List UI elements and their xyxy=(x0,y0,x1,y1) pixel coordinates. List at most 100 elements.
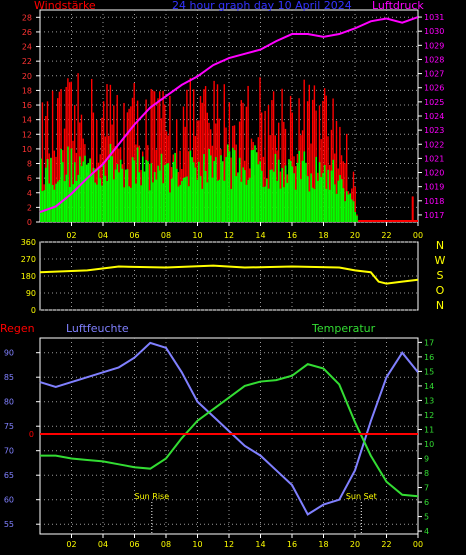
gust-bar xyxy=(193,89,195,223)
wind-avg-bar xyxy=(220,155,222,222)
wind-avg-bar xyxy=(223,180,226,222)
wind-avg-bar xyxy=(283,187,285,222)
wind-avg-bar xyxy=(96,184,98,222)
wind-avg-bar xyxy=(334,184,336,222)
wind-avg-bar xyxy=(346,191,348,222)
wind-avg-bar xyxy=(218,179,221,222)
wind-avg-bar xyxy=(230,188,232,222)
wind-avg-bar xyxy=(347,194,350,222)
wind-avg-bar xyxy=(51,184,54,222)
wind-avg-bar xyxy=(179,184,181,222)
temperature-tick-label: 14 xyxy=(424,382,434,391)
gust-bar xyxy=(77,73,79,222)
gust-bar xyxy=(267,105,270,222)
gust-bar xyxy=(58,91,61,223)
wind-avg-bar xyxy=(266,178,268,222)
wind-avg-bar xyxy=(75,180,78,222)
compass-label: O xyxy=(436,284,445,297)
gust-bar xyxy=(159,91,161,222)
wind-avg-bar xyxy=(249,177,251,222)
temperature-tick-label: 16 xyxy=(424,353,434,362)
pressure-tick-label: 1024 xyxy=(424,112,444,121)
wind-avg-bar xyxy=(254,145,256,222)
wind-avg-bar xyxy=(322,172,324,222)
wind-avg-bar xyxy=(201,188,204,222)
direction-tick-label: 360 xyxy=(21,238,36,247)
wind-avg-bar xyxy=(48,183,51,222)
wind-avg-bar xyxy=(186,176,188,222)
temperature-tick-label: 6 xyxy=(424,498,429,507)
pressure-tick-label: 1027 xyxy=(424,70,444,79)
gust-bar xyxy=(186,89,188,222)
pressure-tick-label: 1017 xyxy=(424,211,444,220)
gust-bar xyxy=(92,112,95,222)
wind-avg-bar xyxy=(189,150,192,222)
wind-avg-bar xyxy=(232,147,234,222)
pressure-tick-label: 1025 xyxy=(424,98,444,107)
wind-avg-bar xyxy=(62,162,64,222)
pressure-tick-label: 1018 xyxy=(424,197,444,206)
gust-bar xyxy=(247,85,249,223)
gust-bar xyxy=(164,104,166,222)
direction-axis-ticks: 0 90 180 270 360 xyxy=(21,238,36,315)
wind-avg-bar xyxy=(215,157,217,222)
wind-avg-bar xyxy=(58,180,61,222)
wind-avg-bar xyxy=(104,175,107,222)
gust-bar xyxy=(184,126,186,222)
wind-title: Windstärke xyxy=(34,0,96,12)
wind-tick-label: 12 xyxy=(22,130,32,139)
hour-tick-label: 04 xyxy=(98,231,108,240)
wind-avg-bar xyxy=(128,186,130,222)
wind-avg-bar xyxy=(79,156,81,222)
pressure-series-line xyxy=(39,16,419,214)
gust-bar xyxy=(308,84,310,222)
wind-avg-bar xyxy=(145,159,147,222)
hour-tick-label: 20 xyxy=(350,231,360,240)
hour-tick-label: 04 xyxy=(98,540,108,549)
wind-avg-bar xyxy=(85,164,88,222)
wind-avg-bar xyxy=(106,181,108,222)
hour-tick-label: 22 xyxy=(381,540,391,549)
wind-tick-label: 26 xyxy=(22,28,32,37)
wind-avg-bar xyxy=(68,187,71,222)
wind-avg-bar xyxy=(113,179,115,222)
gust-bar xyxy=(102,101,105,222)
temperature-tick-label: 9 xyxy=(424,455,429,464)
wind-avg-bar xyxy=(55,183,57,222)
wind-avg-bar xyxy=(261,170,263,222)
hour-axis-ticks-bottom: 02 04 06 08 10 12 14 16 18 20 22 00 xyxy=(66,534,423,549)
wind-avg-bar xyxy=(152,182,154,222)
gust-bar xyxy=(206,112,208,222)
wind-avg-bar xyxy=(301,160,304,222)
wind-avg-bar xyxy=(41,191,44,222)
wind-avg-bar xyxy=(310,173,312,222)
gust-bar xyxy=(223,84,225,222)
hour-tick-label: 16 xyxy=(287,231,297,240)
gust-bar xyxy=(289,95,292,222)
gust-bar xyxy=(300,135,302,222)
humidity-tick-label: 65 xyxy=(4,471,14,480)
gust-bar xyxy=(322,100,324,222)
humidity-tick-label: 90 xyxy=(4,349,14,358)
wind-avg-bar xyxy=(227,144,229,222)
wind-avg-bar xyxy=(252,149,255,222)
sun-marker-label: Sun Set xyxy=(346,492,377,501)
wind-avg-bar xyxy=(228,151,231,222)
gust-bar xyxy=(346,133,348,222)
gust-bar xyxy=(162,90,164,222)
wind-avg-bar xyxy=(116,164,119,222)
wind-avg-bar xyxy=(288,159,290,222)
wind-avg-bar xyxy=(77,174,79,222)
wind-avg-bar xyxy=(126,169,129,222)
humidity-axis-ticks: 55 60 65 70 75 80 85 90 xyxy=(4,349,40,529)
wind-avg-bar xyxy=(308,191,311,222)
compass-label: W xyxy=(435,254,446,267)
wind-avg-bar xyxy=(312,187,314,222)
gust-bar xyxy=(264,110,266,222)
wind-avg-bar xyxy=(330,170,333,222)
wind-avg-bar xyxy=(147,161,149,222)
gust-bar xyxy=(303,79,305,222)
hour-tick-label: 12 xyxy=(224,540,234,549)
luftfeuchte-label: Luftfeuchte xyxy=(66,322,129,335)
wind-avg-bar xyxy=(279,188,282,222)
